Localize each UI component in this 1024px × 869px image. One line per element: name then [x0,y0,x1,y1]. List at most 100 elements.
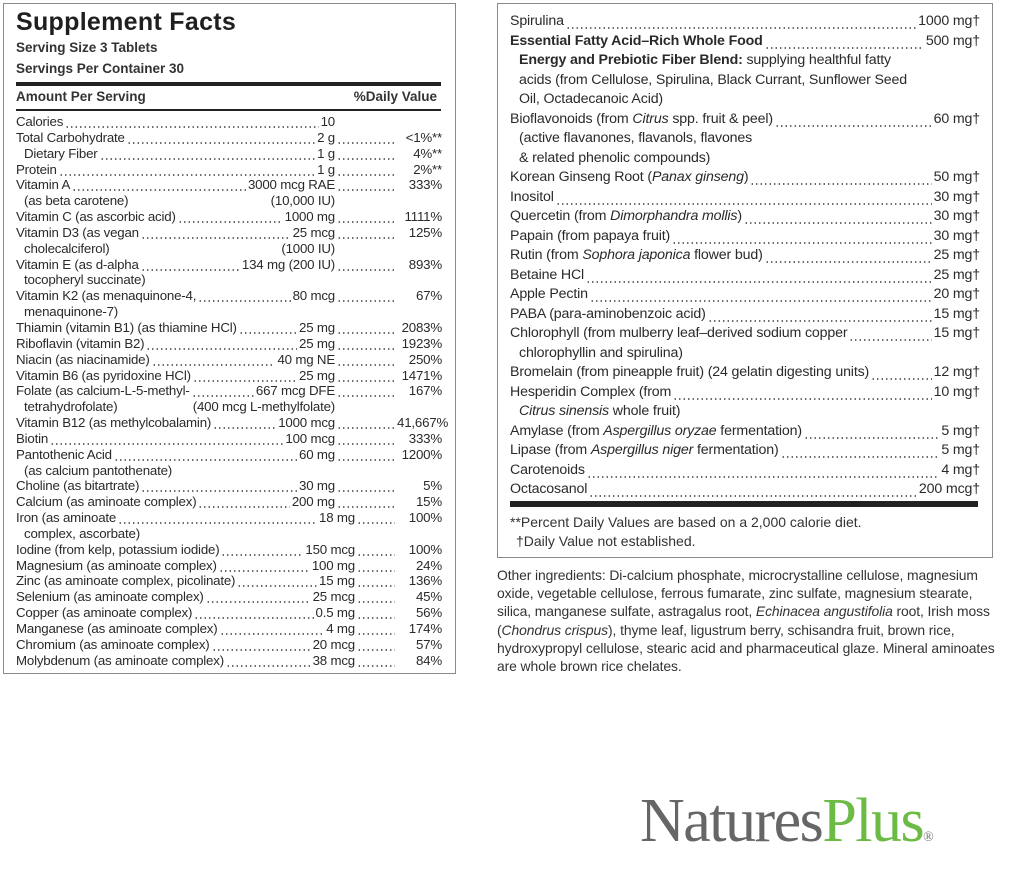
nutrient-amount: 38 mcg [312,652,356,668]
dot-leader [337,335,395,352]
ingredient-name-part: ) [743,169,749,185]
ingredient-name: Rutin (from Sophora japonica flower bud) [510,246,763,266]
ingredient-name-part: Hesperidin Complex (from [510,383,672,400]
ingredient-row: Papain (from papaya fruit) 30 mg† [510,226,980,247]
nutrient-name: Vitamin E (as d-alpha [16,256,139,272]
ingredient-detail: (active flavanones, flavanols, flavones [519,130,753,146]
ingredient-amount: 25 mg† [933,266,981,283]
ingredient-name-part: Betaine HCl [510,266,585,283]
dot-leader [205,589,311,606]
nutrient-amount: 100 mcg [285,430,335,446]
other-ingredients-part: Chondrus crispus [501,621,609,638]
nutrient-row: Protein 1 g 2%** [16,161,442,178]
nutrient-daily-value: 56% [415,605,442,621]
column-header: Amount Per Serving %Daily Value [16,89,437,104]
ingredient-name: Korean Ginseng Root (Panax ginseng) [510,168,749,188]
nutrient-daily-value: 67% [415,288,442,304]
dot-leader [58,161,316,178]
dot-leader [357,557,395,574]
nutrient-row: Vitamin D3 (as vegan 25 mcg 125% [16,224,442,241]
nutrient-daily-value: 2%** [413,161,442,177]
ingredient-name: Papain (from papaya fruit) [510,227,670,247]
ingredient-name-part: Chlorophyll (from mulberry leaf–derived … [510,325,848,341]
nutrient-name: Riboflavin (vitamin B2) [16,335,145,351]
ingredient-name: Carotenoids [510,461,585,481]
dot-leader [192,367,298,384]
ingredient-row: Bromelain (from pineapple fruit) (24 gel… [510,363,980,383]
nutrient-amount: 0.5 mg [315,605,356,621]
nutrient-row-continuation: menaquinone-7) [16,304,442,320]
ingredient-name-part: Panax ginseng [651,169,744,185]
dot-leader [871,363,932,383]
dot-leader [198,288,291,305]
footnote-daily-values: **Percent Daily Values are based on a 2,… [510,514,862,530]
nutrient-row-continuation: tocopheryl succinate) [16,272,442,288]
blend-text: supplying healthful fatty acids (from Ce… [519,52,907,107]
dot-leader [672,226,932,246]
nutrient-row: Pantothenic Acid 60 mg 1200% [16,446,442,463]
nutrient-name: Magnesium (as aminoate complex) [16,557,217,573]
nutrient-daily-value: 100% [408,541,442,557]
dot-leader [177,209,283,225]
dot-leader [337,209,395,225]
ingredient-amount: 15 mg† [933,325,981,341]
nutrient-daily-value: 24% [415,557,442,573]
dot-leader [50,430,284,447]
ingredient-row: Betaine HCl 25 mg† [510,265,981,285]
nutrient-name: Iron (as aminoate [16,510,117,526]
dot-leader [337,430,395,447]
dot-leader [219,621,325,637]
ingredient-row: Inositol 30 mg† [510,187,980,208]
nutrient-amount-alt: (400 mcg L-methylfolate) [192,399,335,415]
ingredient-name-part: Carotenoids [510,461,585,478]
ingredient-name: Lipase (from Aspergillus niger fermentat… [510,441,779,461]
nutrient-name: Total Carbohydrate [16,129,125,145]
nutrient-row-continuation: cholecalciferol) (1000 IU) [16,241,442,257]
nutrient-daily-value: 45% [415,589,442,605]
ingredient-name-part: Korean Ginseng Root ( [510,169,652,185]
nutrient-name: Vitamin B12 (as methylcobalamin) [16,415,212,431]
nutrient-name-continuation: complex, ascorbate) [24,525,140,541]
dot-leader [140,224,291,241]
nutrient-daily-value: 167% [408,383,442,399]
dot-leader [750,168,932,188]
nutrient-daily-value: 250% [408,351,442,367]
dot-leader [337,319,395,336]
nutrient-name: Calcium (as aminoate complex) [16,494,197,510]
dot-leader [357,605,395,621]
ingredient-amount: 25 mg† [933,247,981,263]
nutrient-name: Thiamin (vitamin B1) (as thiamine HCl) [16,319,237,335]
ingredient-amount: 10 mg† [933,383,981,400]
ingredient-name-part: PABA (para-aminobenzoic acid) [510,305,706,322]
dot-leader [337,383,395,400]
nutrient-name-continuation: cholecalciferol) [24,240,110,256]
registered-mark: ® [923,830,934,845]
ingredient-name: Inositol [510,188,554,208]
dot-leader [764,246,932,266]
servings-per-container: Servings Per Container 30 [16,61,185,76]
ingredient-name-part: Spirulina [510,13,564,29]
nutrient-amount: 1000 mcg [278,415,335,431]
nutrient-amount: 25 mcg [292,224,336,240]
ingredient-amount: 5 mg† [941,422,980,439]
ingredient-detail-text: whole fruit) [609,403,681,419]
nutrient-name: Choline (as bitartrate) [16,478,140,494]
dot-leader [337,446,395,463]
nutrient-daily-value: 1923% [401,335,443,351]
nutrient-name: Selenium (as aminoate complex) [16,589,204,605]
dot-leader [65,114,319,130]
ingredient-name-part: Quercetin (from [510,208,611,224]
ingredient-row: Quercetin (from Dimorphandra mollis) 30 m… [510,207,980,227]
ingredient-amount: 12 mg† [933,364,981,380]
nutrient-list: Calories 10 Total Carbohydrate 2 g <1%** Diet… [16,114,448,669]
nutrient-row-continuation: tetrahydrofolate) (400 mcg L-methylfolate… [16,399,442,415]
amount-per-serving-label: Amount Per Serving [16,89,146,104]
nutrient-row: Iron (as aminoate 18 mg 100% [16,510,442,526]
nutrient-amount: 15 mg [319,573,355,589]
ingredient-name: Hesperidin Complex (from [510,383,671,403]
nutrient-row: Magnesium (as aminoate complex) 100 mg 24% [16,557,442,574]
ingredient-name-part: Aspergillus niger [590,442,694,458]
nutrient-daily-value: <1%** [405,129,443,145]
dot-leader [337,288,395,305]
dot-leader [337,494,395,511]
